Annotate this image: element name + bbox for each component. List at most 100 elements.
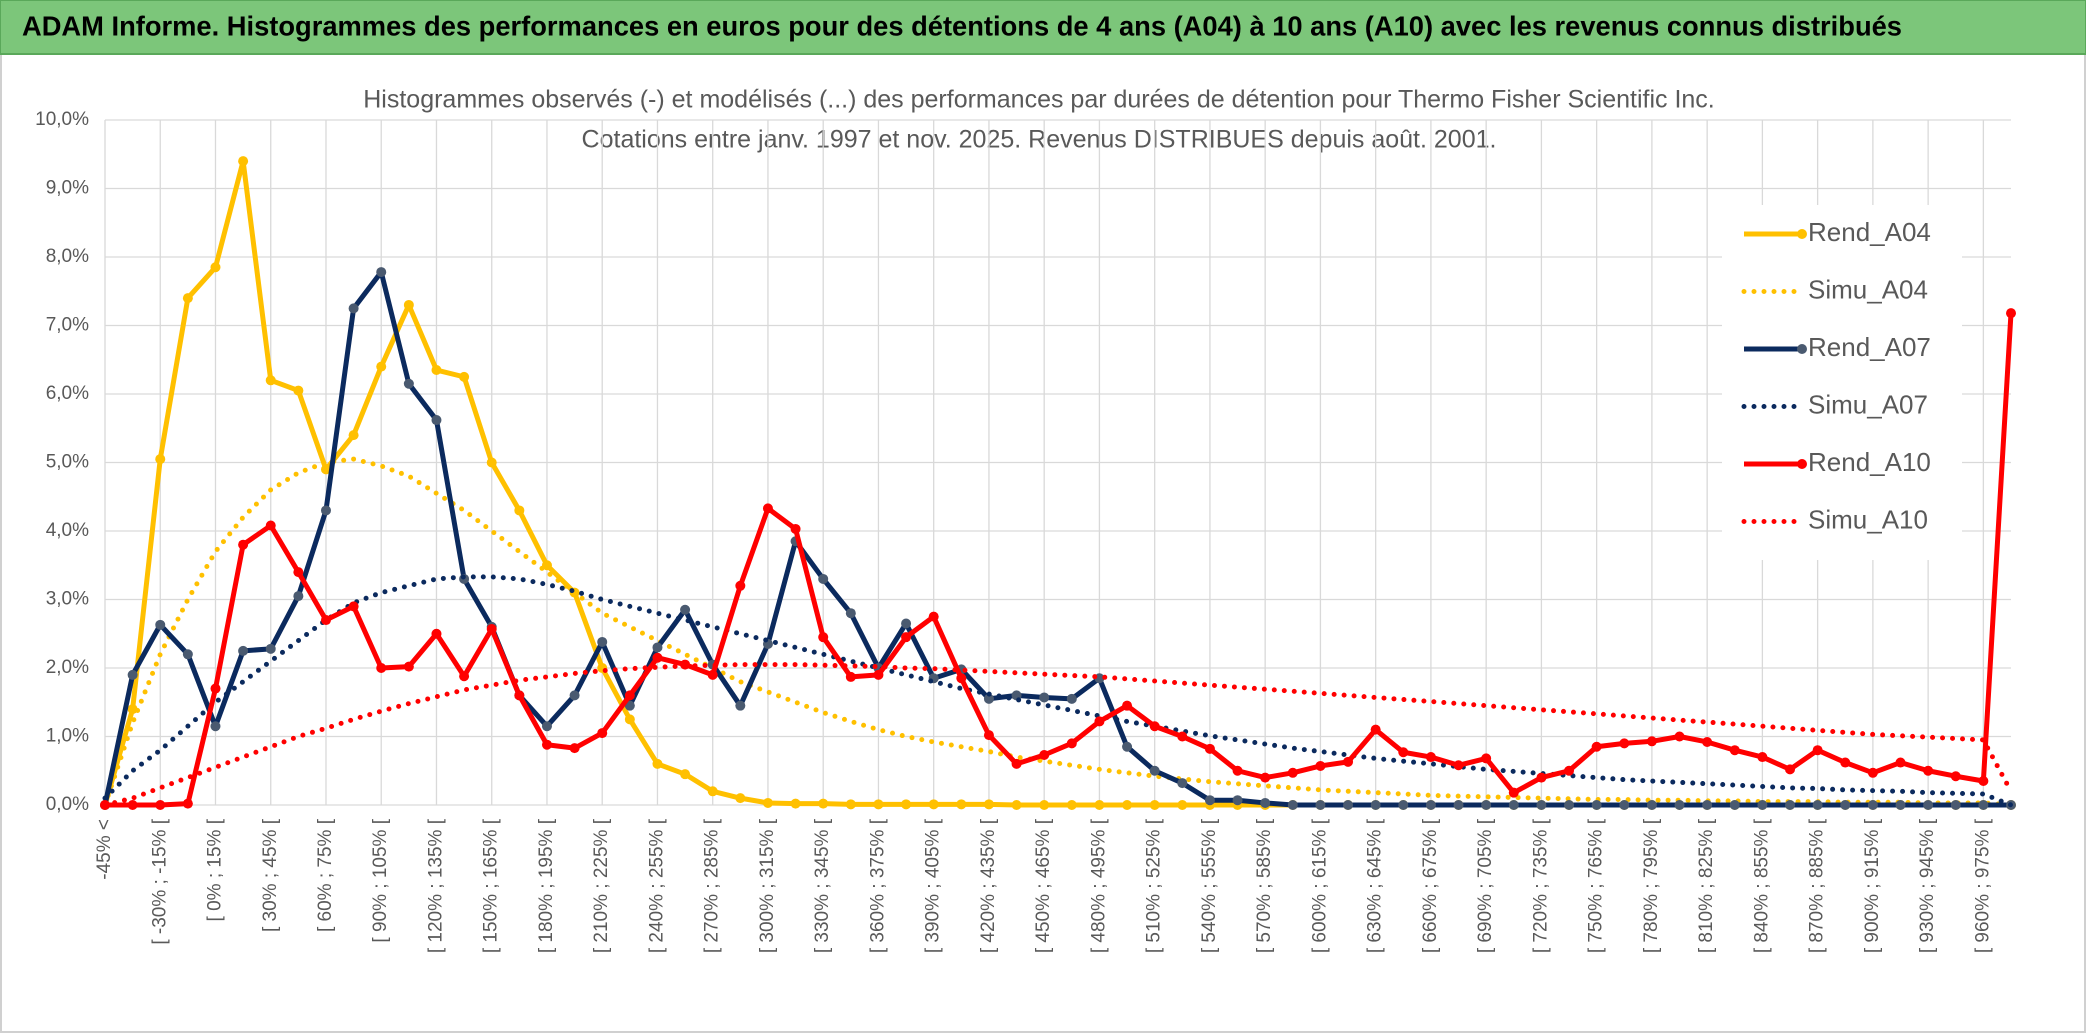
point (1204, 795, 1215, 806)
point (680, 769, 691, 780)
point (1453, 800, 1464, 810)
point (155, 800, 166, 810)
point (1646, 800, 1657, 810)
point (983, 693, 994, 704)
y-tick-label: 10,0% (35, 109, 89, 130)
point (1343, 756, 1354, 767)
point (1011, 800, 1022, 810)
point (597, 636, 608, 647)
point (431, 365, 442, 376)
point (1674, 731, 1685, 742)
point (1149, 721, 1160, 732)
x-tick-label: [ 60% ; 75% [ (315, 818, 336, 932)
legend-label: Rend_A10 (1808, 447, 1931, 477)
point (210, 262, 221, 273)
x-tick-label: -45% < (94, 819, 115, 880)
y-tick-label: 0,0% (46, 794, 89, 815)
point (707, 669, 718, 680)
x-tick-label: [ 390% ; 405% [ (923, 818, 944, 953)
point (1066, 800, 1077, 810)
point (1260, 797, 1271, 808)
point (2006, 308, 2016, 319)
point (1039, 692, 1050, 703)
point (376, 361, 387, 372)
legend-label: Rend_A07 (1808, 332, 1931, 362)
point (1619, 738, 1630, 749)
point (1729, 745, 1740, 756)
x-tick-label: [ 630% ; 645% [ (1365, 818, 1386, 953)
legend-label: Simu_A07 (1808, 389, 1928, 419)
header-title: ADAM Informe. Histogrammes des performan… (22, 10, 1902, 41)
y-tick-label: 4,0% (46, 520, 89, 541)
point (845, 671, 856, 682)
point (928, 611, 939, 622)
point (735, 700, 746, 711)
point (901, 799, 912, 810)
point (873, 669, 884, 680)
point (127, 704, 138, 715)
point (486, 457, 497, 468)
point (486, 623, 497, 634)
point (293, 385, 304, 396)
point (707, 786, 718, 797)
point (1066, 738, 1077, 749)
point (983, 730, 994, 741)
point (431, 628, 442, 639)
chart-subtitle: Histogrammes observés (-) et modélisés (… (363, 86, 1715, 114)
point (210, 683, 221, 694)
point (762, 503, 773, 514)
point (1481, 753, 1492, 764)
model-line (102, 662, 2014, 808)
point (1564, 765, 1575, 776)
x-tick-label: [ 30% ; 45% [ (260, 818, 281, 932)
point (1867, 800, 1878, 810)
point (1011, 758, 1022, 769)
point (1646, 736, 1657, 747)
point (1177, 731, 1188, 742)
point (1094, 800, 1105, 810)
point (403, 299, 414, 310)
x-tick-label: [ 960% ; 975% [ (1972, 818, 1993, 953)
point (127, 800, 138, 810)
point (1508, 800, 1519, 810)
x-tick-label: [ 480% ; 495% [ (1088, 818, 1109, 953)
point (956, 799, 967, 810)
legend-label: Simu_A04 (1808, 274, 1928, 304)
point (1923, 800, 1934, 810)
point (541, 721, 552, 732)
point (652, 652, 663, 663)
point (790, 523, 801, 534)
point (928, 799, 939, 810)
point (1840, 757, 1851, 768)
observed-line (105, 313, 2014, 808)
legend-label: Simu_A10 (1808, 504, 1928, 534)
x-tick-label: [ 120% ; 135% [ (425, 818, 446, 953)
x-tick-label: [ 660% ; 675% [ (1420, 818, 1441, 953)
point (541, 739, 552, 750)
legend-marker (1797, 344, 1807, 354)
point (1950, 800, 1961, 810)
x-tick-label: [ 750% ; 765% [ (1586, 818, 1607, 953)
point (818, 573, 829, 584)
point (1702, 736, 1713, 747)
point (569, 743, 580, 754)
x-tick-label: [ 780% ; 795% [ (1641, 818, 1662, 953)
point (1591, 741, 1602, 752)
point (1785, 764, 1796, 775)
point (680, 604, 691, 615)
x-tick-label: [ 540% ; 555% [ (1199, 818, 1220, 953)
chart-subtitle: Cotations entre janv. 1997 et nov. 2025.… (582, 126, 1497, 154)
x-tick-label: [ 690% ; 705% [ (1475, 818, 1496, 953)
point (762, 797, 773, 808)
point (1122, 800, 1133, 810)
x-tick-label: [ -30% ; -15% [ (149, 818, 170, 944)
point (1812, 800, 1823, 810)
point (210, 721, 221, 732)
point (1895, 757, 1906, 768)
x-tick-label: [ 930% ; 945% [ (1917, 818, 1938, 953)
point (1370, 724, 1381, 735)
point (1950, 771, 1961, 782)
y-tick-label: 7,0% (46, 315, 89, 336)
y-tick-label: 3,0% (46, 589, 89, 610)
legend-label: Rend_A04 (1808, 217, 1931, 247)
